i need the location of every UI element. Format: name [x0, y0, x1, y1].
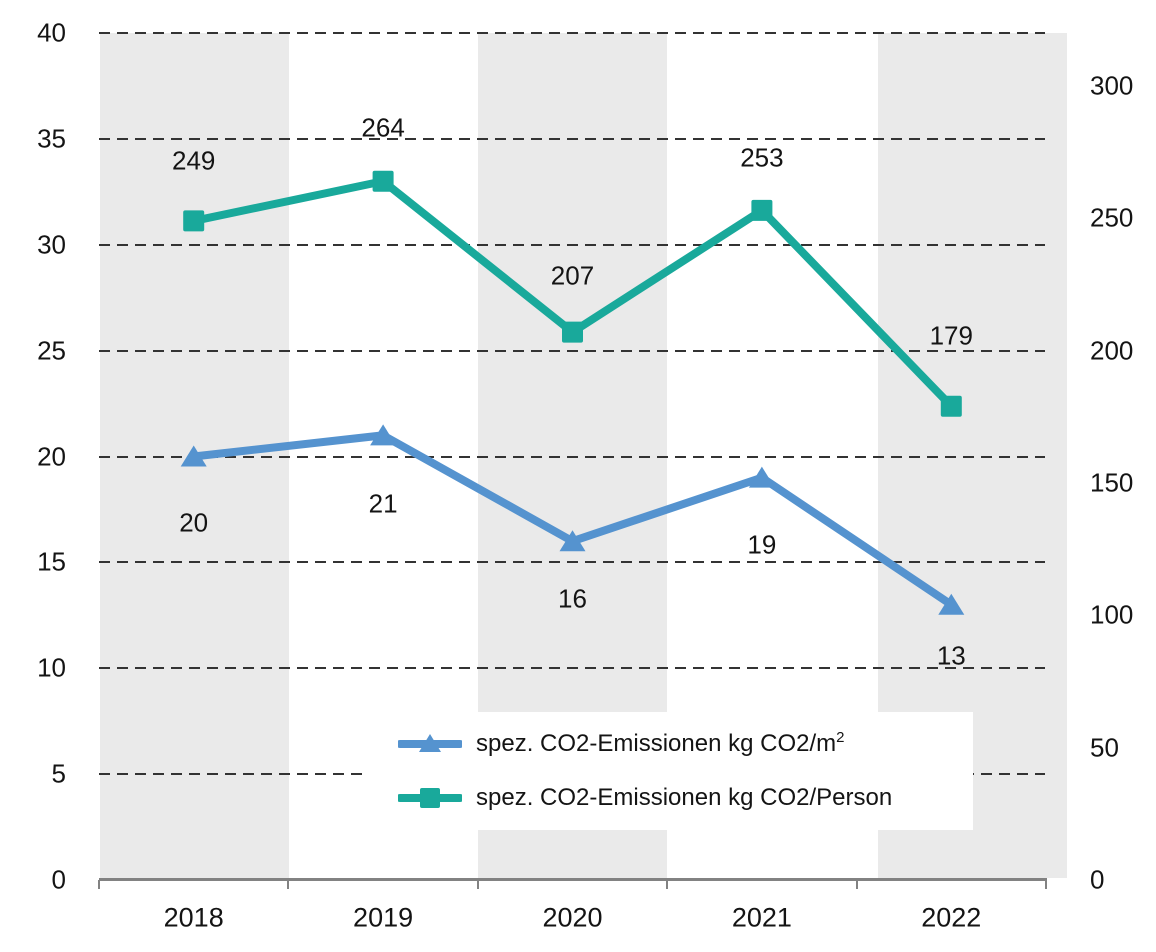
- gridline-25: [99, 349, 1045, 352]
- x-tick-4: [855, 880, 858, 889]
- gridline-10: [99, 667, 1045, 670]
- right-axis-label-150: 150: [1090, 467, 1134, 498]
- x-axis-line: [99, 878, 1047, 881]
- gridline-15: [99, 561, 1045, 564]
- legend-line-square-icon: [396, 785, 464, 811]
- data-label-square-2019: 264: [361, 112, 405, 143]
- data-label-square-2021: 253: [740, 142, 784, 173]
- gridline-35: [99, 137, 1045, 140]
- legend: spez. CO2-Emissionen kg CO2/m2 spez. CO2…: [368, 712, 973, 830]
- data-label-triangle-2019: 21: [368, 488, 398, 519]
- x-tick-0: [98, 880, 100, 889]
- legend-item-co2-per-person: spez. CO2-Emissionen kg CO2/Person: [368, 776, 973, 820]
- data-label-triangle-2020: 16: [558, 583, 587, 614]
- right-axis-label-50: 50: [1090, 732, 1119, 763]
- data-label-square-2022: 179: [929, 320, 973, 351]
- right-axis-label-250: 250: [1090, 202, 1134, 233]
- right-axis-label-300: 300: [1090, 70, 1134, 101]
- x-axis-label-2022: 2022: [921, 902, 982, 933]
- x-axis-label-2019: 2019: [353, 902, 414, 933]
- left-axis-label-10: 10: [37, 652, 66, 683]
- x-tick-3: [666, 880, 669, 889]
- left-axis-label-5: 5: [51, 758, 66, 789]
- gridline-20: [99, 455, 1045, 458]
- legend-label-m2: spez. CO2-Emissionen kg CO2/m2: [476, 729, 845, 757]
- legend-item-co2-per-m2: spez. CO2-Emissionen kg CO2/m2: [368, 722, 973, 766]
- gridline-40: [99, 32, 1045, 34]
- legend-label-person: spez. CO2-Emissionen kg CO2/Person: [476, 784, 893, 811]
- x-axis-label-2020: 2020: [542, 902, 603, 933]
- x-axis-label-2018: 2018: [163, 902, 224, 933]
- left-axis-label-30: 30: [37, 229, 66, 260]
- right-axis-label-200: 200: [1090, 335, 1134, 366]
- left-axis-label-40: 40: [37, 17, 66, 48]
- x-tick-1: [287, 880, 290, 889]
- x-axis-label-2021: 2021: [731, 902, 792, 933]
- right-axis-label-100: 100: [1090, 599, 1134, 630]
- data-label-triangle-2018: 20: [179, 507, 209, 537]
- x-tick-2: [476, 880, 479, 889]
- data-label-triangle-2021: 19: [747, 529, 777, 560]
- right-axis-label-0: 0: [1090, 864, 1105, 895]
- x-tick-5: [1045, 880, 1047, 889]
- gridline-30: [99, 243, 1045, 246]
- data-label-square-2020: 207: [550, 260, 595, 291]
- left-axis-label-25: 25: [37, 335, 66, 366]
- left-axis-label-20: 20: [37, 441, 66, 471]
- data-label-triangle-2022: 13: [936, 640, 966, 671]
- left-axis-label-35: 35: [37, 123, 66, 154]
- legend-line-triangle-icon: [396, 731, 464, 757]
- left-axis-label-15: 15: [37, 546, 66, 577]
- data-label-square-2018: 249: [171, 145, 216, 176]
- left-axis-label-0: 0: [51, 864, 66, 895]
